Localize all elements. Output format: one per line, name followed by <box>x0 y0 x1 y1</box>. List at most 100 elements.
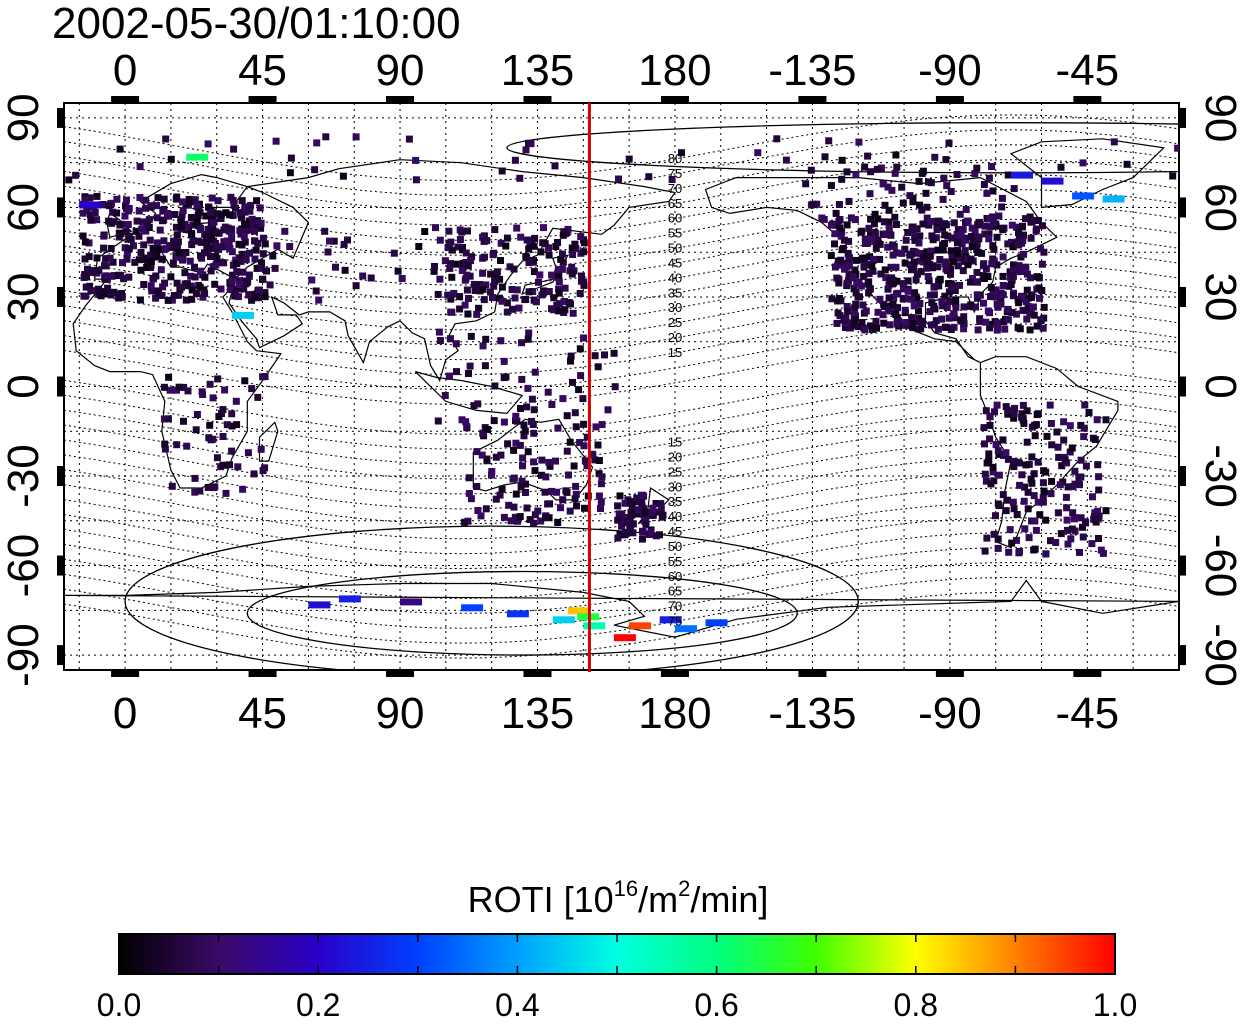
roti-cell <box>622 529 629 537</box>
roti-cell <box>1015 231 1023 239</box>
lat-tick-label-left: -30 <box>0 444 48 508</box>
roti-cell <box>1094 461 1102 469</box>
roti-cell <box>564 225 572 233</box>
roti-cell <box>997 300 1005 308</box>
roti-cell <box>924 273 932 280</box>
roti-cell <box>233 285 241 293</box>
roti-cell <box>910 226 917 234</box>
roti-cell <box>412 176 420 184</box>
roti-cell <box>209 394 217 402</box>
roti-cell <box>953 171 961 178</box>
roti-cell <box>461 518 469 526</box>
roti-cell <box>222 489 230 497</box>
roti-cell <box>873 324 880 332</box>
roti-cell <box>1095 535 1102 542</box>
roti-cell <box>123 196 130 204</box>
roti-cell <box>1076 548 1083 556</box>
roti-cell <box>1031 432 1039 440</box>
roti-cell <box>261 293 269 301</box>
longitude-axis-bottom: 0 45 90 135 180 -135 -90 -45 <box>113 689 1119 738</box>
roti-cell <box>500 418 508 426</box>
roti-cell <box>500 513 508 521</box>
roti-cell <box>446 264 454 272</box>
roti-cell <box>610 349 618 357</box>
roti-cell <box>911 248 919 256</box>
roti-cell <box>925 221 933 229</box>
roti-cell <box>614 516 622 524</box>
roti-cell <box>936 256 944 263</box>
roti-cell <box>545 458 553 466</box>
roti-cell <box>555 307 562 315</box>
roti-cell <box>466 362 474 370</box>
contour-labels: 8075706560555045403530252015152025303540… <box>668 151 682 629</box>
roti-cell <box>990 245 998 253</box>
roti-cell <box>247 220 255 228</box>
roti-cell <box>597 505 604 512</box>
roti-cell <box>993 401 1001 409</box>
roti-cell <box>956 281 963 289</box>
map-gridlines <box>64 103 1179 670</box>
roti-cell <box>233 260 241 268</box>
roti-cell <box>1004 240 1012 248</box>
roti-cell <box>986 324 994 332</box>
roti-cell <box>908 320 916 328</box>
roti-cell <box>179 198 186 206</box>
roti-cell <box>980 181 988 188</box>
frame-tick-top <box>660 96 689 103</box>
roti-cell <box>876 255 884 263</box>
roti-cell <box>199 271 207 279</box>
roti-cell-enhanced <box>675 625 697 633</box>
roti-cell <box>250 470 258 478</box>
contour-label: 55 <box>668 226 682 241</box>
lat-tick-label-right: -60 <box>1196 534 1240 598</box>
roti-cell <box>634 506 642 514</box>
roti-cell <box>447 238 455 246</box>
roti-cell <box>106 254 114 262</box>
frame-tick-right <box>1179 376 1186 397</box>
roti-cell <box>983 534 991 542</box>
roti-cell <box>149 275 157 283</box>
roti-cell <box>1058 462 1066 470</box>
roti-cell <box>999 224 1007 232</box>
roti-cell <box>531 511 539 519</box>
roti-cell <box>915 307 922 315</box>
roti-cell <box>465 490 473 497</box>
roti-cell <box>569 309 577 317</box>
roti-cell <box>81 292 89 300</box>
lat-tick-label-right: -90 <box>1196 623 1240 687</box>
roti-cell <box>148 287 156 295</box>
roti-cell <box>526 516 534 524</box>
roti-cell <box>1031 517 1039 525</box>
roti-cell <box>508 286 516 293</box>
roti-cell <box>431 263 438 270</box>
lon-tick-label-top: 0 <box>113 46 137 95</box>
roti-cell <box>324 248 332 256</box>
roti-cell <box>945 314 953 322</box>
roti-cell <box>1021 525 1029 533</box>
roti-cell <box>1062 493 1070 501</box>
roti-cell <box>877 270 885 278</box>
roti-cell <box>835 201 843 208</box>
roti-cell <box>835 279 843 287</box>
roti-cell <box>217 285 225 293</box>
roti-cell <box>569 378 576 386</box>
roti-cell <box>1004 410 1012 418</box>
roti-cell <box>540 224 547 232</box>
roti-cell <box>160 237 168 245</box>
roti-cell <box>974 233 982 241</box>
roti-cell <box>531 368 539 376</box>
roti-cell <box>831 230 839 238</box>
roti-cell <box>522 253 530 260</box>
roti-cell <box>135 207 143 215</box>
roti-cell <box>530 257 537 265</box>
roti-cell <box>1026 326 1034 334</box>
roti-cell <box>136 163 144 171</box>
roti-cell <box>287 154 295 162</box>
roti-cell <box>594 363 602 371</box>
roti-cell <box>598 421 606 428</box>
roti-cell <box>1039 494 1047 502</box>
roti-cell <box>235 277 243 285</box>
roti-cell <box>895 317 903 325</box>
roti-cell <box>604 406 612 414</box>
roti-cell <box>985 457 993 465</box>
